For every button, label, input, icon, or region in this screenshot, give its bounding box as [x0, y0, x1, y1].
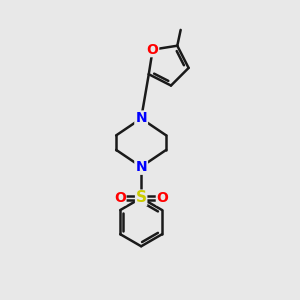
Text: N: N: [135, 160, 147, 174]
Text: N: N: [135, 112, 147, 125]
Text: O: O: [156, 191, 168, 205]
Text: O: O: [147, 43, 159, 57]
Text: S: S: [136, 190, 147, 205]
Text: O: O: [114, 191, 126, 205]
